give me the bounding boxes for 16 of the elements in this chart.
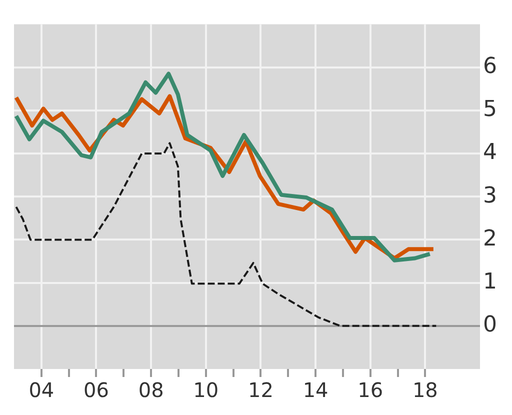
x-tick-label: 16: [358, 378, 384, 402]
x-tick-label: 10: [193, 378, 219, 402]
x-tick-label: 12: [248, 378, 274, 402]
x-tick-label: 18: [412, 378, 438, 402]
y-tick-label: 4: [483, 140, 498, 166]
line-series: [15, 142, 438, 327]
x-tick-label: 14: [302, 378, 328, 402]
x-tick-label: 08: [138, 378, 164, 402]
x-tick-label: 06: [84, 378, 109, 402]
x-tick-label: 04: [28, 378, 54, 402]
y-tick-label: 0: [483, 312, 498, 338]
y-tick-label: 6: [483, 54, 498, 80]
y-tick-label: 5: [483, 97, 498, 122]
y-tick-label: 3: [483, 183, 498, 208]
y-tick-label: 1: [483, 270, 498, 295]
y-tick-label: 2: [483, 226, 498, 252]
